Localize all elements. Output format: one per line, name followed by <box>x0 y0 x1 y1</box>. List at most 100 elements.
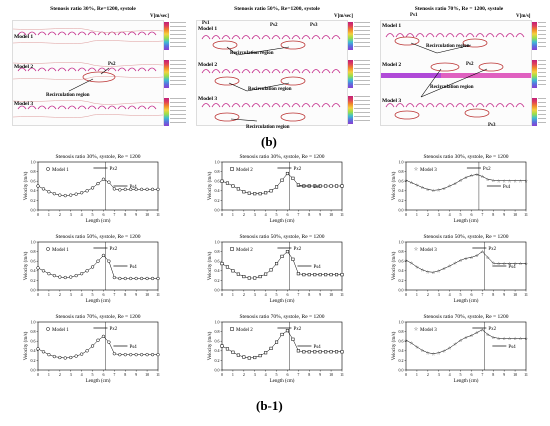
series-line <box>37 255 158 279</box>
data-point <box>58 275 62 279</box>
x-tick-label: 0 <box>37 292 39 297</box>
x-tick-label: 6 <box>470 292 472 297</box>
y-tick-label: 0.0 <box>399 367 404 372</box>
x-tick-label: 8 <box>308 292 310 297</box>
data-point <box>307 350 311 354</box>
y-tick-label: 0.6 <box>31 339 36 344</box>
legend-marker <box>46 167 50 171</box>
callout-label: Ps4 <box>129 265 137 270</box>
data-point: ☆ <box>519 336 524 341</box>
data-point <box>129 187 133 192</box>
callout-label: Px2 <box>293 327 301 332</box>
callout-label: Px2 <box>488 327 496 332</box>
x-tick-label: 6 <box>286 212 288 217</box>
x-tick-label: 9 <box>319 292 321 297</box>
x-axis-label: Length (cm) <box>270 379 295 384</box>
legend-label: Model 2 <box>236 168 253 173</box>
y-tick-label: 1.0 <box>31 159 36 164</box>
callout-label: Ps4 <box>129 345 137 350</box>
chart-title: Stenosis ratio 70%, systole, Re = 1200 <box>424 314 509 320</box>
data-point: ☆ <box>491 178 496 183</box>
callout-label: Px2 <box>109 327 117 332</box>
legend-label: Model 1 <box>52 168 69 173</box>
recirculation-ellipse <box>478 62 504 72</box>
data-point <box>274 340 279 344</box>
y-tick-label: 0.0 <box>31 287 36 292</box>
data-point: ☆ <box>508 261 513 266</box>
callout-label: Ps4 <box>508 265 516 270</box>
chart-title: Stenosis ratio 70%, systole, Re = 1200 <box>240 314 325 320</box>
data-point <box>107 259 111 263</box>
x-tick-label: 2 <box>59 212 61 217</box>
data-point <box>280 332 284 337</box>
data-point <box>145 187 149 192</box>
recirculation-ellipse <box>82 71 116 83</box>
data-point <box>269 346 273 350</box>
data-point <box>253 192 257 196</box>
data-point <box>329 350 333 354</box>
data-point <box>41 269 46 273</box>
data-point: ☆ <box>453 181 458 186</box>
model-label: Model 3 <box>198 96 218 102</box>
flow-vectors <box>13 28 163 118</box>
velocity-chart: Stenosis ratio 50%, systole, Re = 1200 0 1… <box>208 234 344 304</box>
velocity-colorbar <box>532 98 537 126</box>
data-point: ☆ <box>453 261 458 266</box>
callout-label: Px2 <box>293 167 301 172</box>
y-tick-label: 0.2 <box>399 278 404 283</box>
plot-frame <box>405 241 527 291</box>
data-point: ☆ <box>409 180 414 185</box>
data-point: ☆ <box>404 258 409 263</box>
data-point <box>139 352 144 357</box>
data-point <box>47 272 51 276</box>
data-point <box>118 352 122 357</box>
callout-label: Ps4 <box>508 345 516 350</box>
model-label: Model 3 <box>382 98 402 104</box>
data-point <box>340 273 344 277</box>
x-tick-label: 2 <box>59 372 61 377</box>
colorbar-ticks <box>538 60 546 88</box>
data-point: ☆ <box>431 188 436 193</box>
data-point <box>52 354 57 359</box>
data-point <box>118 276 122 281</box>
x-tick-label: 10 <box>513 372 517 377</box>
y-tick-label: 0.2 <box>31 198 36 203</box>
chart-title: Stenosis ratio 30%, systole, Re = 1200 <box>56 154 141 160</box>
x-tick-label: 0 <box>37 372 39 377</box>
y-tick-label: 0.6 <box>399 259 404 264</box>
x-tick-label: 7 <box>113 212 115 217</box>
colorbar-ticks <box>170 98 186 126</box>
model-label: Model 3 <box>14 101 34 107</box>
data-point <box>90 265 95 269</box>
y-tick-label: 0.2 <box>31 278 36 283</box>
x-tick-label: 4 <box>81 372 83 377</box>
colorbar-ticks <box>170 60 186 88</box>
data-point <box>85 349 89 353</box>
data-point <box>285 171 290 176</box>
data-point <box>291 176 295 180</box>
x-tick-label: 9 <box>135 212 137 217</box>
y-axis-label: Velocity (m/s) <box>24 251 29 280</box>
data-point <box>58 193 62 197</box>
data-point <box>63 356 67 360</box>
recirculation-ellipse <box>212 40 238 50</box>
data-point: ☆ <box>475 330 480 335</box>
data-point <box>247 356 251 360</box>
x-tick-label: 8 <box>124 292 126 297</box>
data-point <box>253 355 257 360</box>
data-point: ☆ <box>431 351 436 356</box>
velocity-chart: Stenosis ratio 70%, systole, Re = 1200 0 1… <box>24 314 160 384</box>
y-tick-label: 0.0 <box>399 207 404 212</box>
data-point <box>324 273 328 277</box>
data-point <box>79 272 84 276</box>
data-point: ☆ <box>519 261 524 266</box>
data-point <box>41 350 46 354</box>
x-tick-label: 11 <box>524 212 528 217</box>
data-point <box>247 276 251 280</box>
y-tick-label: 1.0 <box>215 159 220 164</box>
data-point <box>269 189 273 193</box>
model-label: Model 2 <box>382 62 402 68</box>
x-tick-label: 7 <box>113 292 115 297</box>
data-point <box>150 352 155 357</box>
x-tick-label: 5 <box>460 292 462 297</box>
